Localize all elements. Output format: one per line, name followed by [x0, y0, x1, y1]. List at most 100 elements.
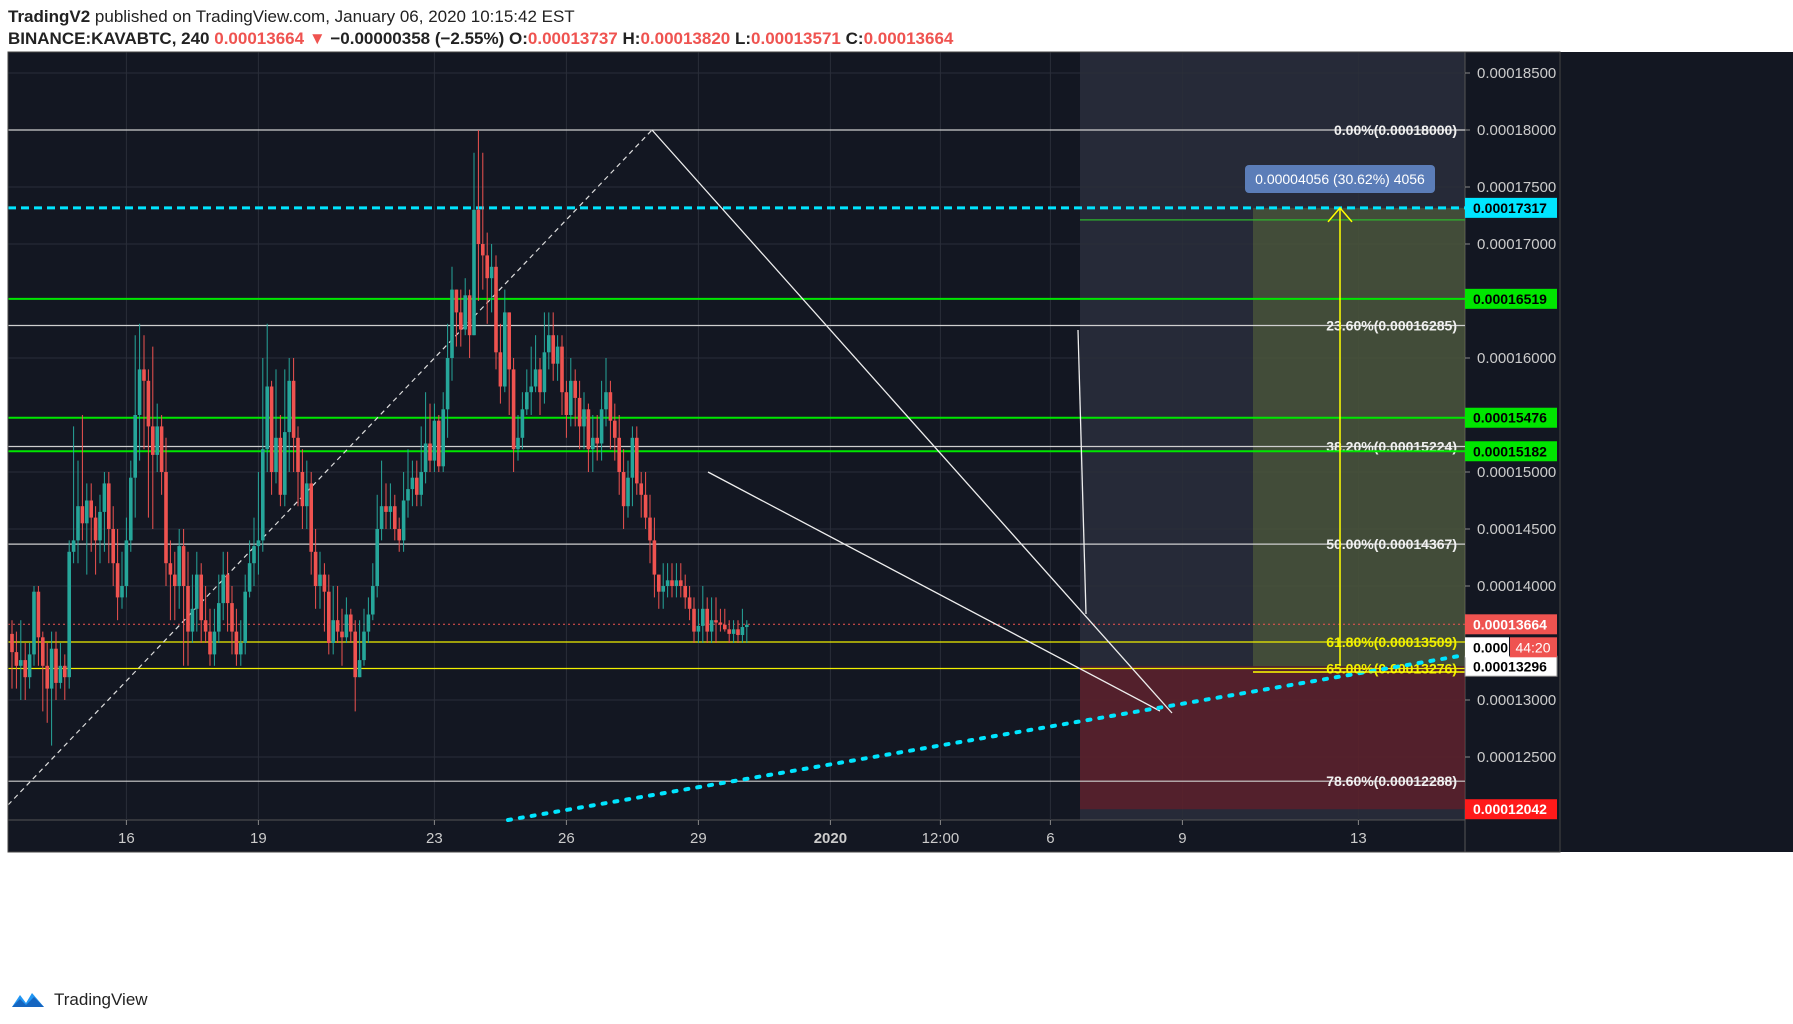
chart-header: TradingV2 published on TradingView.com, … — [8, 6, 1508, 50]
candle-body — [98, 511, 102, 541]
y-tick-label: 0.00013000 — [1477, 692, 1556, 709]
candle-body — [217, 603, 221, 632]
price-axis-level-box — [1465, 197, 1557, 218]
candle-body — [58, 665, 63, 683]
footer-brand[interactable]: TradingView — [54, 990, 148, 1009]
wedge-lower-line — [707, 471, 1161, 712]
candle-body — [639, 483, 643, 495]
last-price: 0.00013664 — [214, 29, 305, 48]
profit-zone — [1253, 207, 1465, 667]
tradingview-logo-icon[interactable] — [10, 989, 46, 1011]
candle-body — [507, 312, 511, 370]
candle-body — [85, 500, 89, 524]
y-tick-label: 0.00016000 — [1477, 350, 1556, 367]
candle-body — [80, 506, 85, 524]
price-change: −0.00000358 (−2.55%) — [330, 29, 505, 48]
partial-axis-box — [1465, 637, 1509, 658]
symbol-label[interactable]: BINANCE:KAVABTC, 240 — [8, 29, 210, 48]
publisher-name[interactable]: TradingV2 — [8, 7, 91, 26]
candle-body — [423, 443, 428, 472]
chart-frame — [7, 51, 1561, 853]
candle-body — [665, 580, 670, 586]
candle-body — [437, 420, 441, 467]
candle-body — [195, 574, 199, 609]
candle-body — [102, 483, 107, 512]
countdown-label: 44:20 — [1515, 639, 1550, 655]
candle-body — [221, 574, 225, 604]
candle-body — [366, 614, 371, 632]
candle-body — [335, 620, 340, 632]
down-arrow-icon: ▼ — [308, 29, 326, 48]
candle-body — [10, 633, 14, 653]
y-tick-label: 0.00018500 — [1477, 65, 1556, 82]
candle-body — [481, 244, 485, 256]
measure-arrow-head — [1327, 206, 1353, 223]
candle-body — [511, 369, 516, 450]
candle-body — [190, 608, 195, 632]
measure-label-box[interactable] — [1245, 165, 1435, 193]
candle-body — [551, 335, 555, 364]
countdown-box — [1510, 637, 1557, 658]
x-tick-label: 26 — [558, 830, 575, 847]
candle-body — [36, 591, 41, 638]
candle-body — [313, 551, 318, 586]
candle-body — [661, 586, 665, 592]
x-tick-label: 16 — [118, 830, 135, 847]
candle-body — [489, 266, 494, 279]
price-axis-level-box — [1465, 407, 1557, 428]
price-axis-level-label: 0.00013664 — [1473, 616, 1547, 632]
candle-body — [274, 437, 278, 472]
x-tick-label: 12:00 — [922, 830, 960, 847]
ohlc-line: BINANCE:KAVABTC, 240 0.00013664 ▼ −0.000… — [8, 28, 1508, 50]
x-tick-label: 9 — [1178, 830, 1186, 847]
candle-body — [613, 420, 617, 438]
candle-body — [309, 483, 313, 552]
x-tick-label: 23 — [426, 830, 443, 847]
candle-body — [76, 506, 80, 541]
close-value: 0.00013664 — [863, 29, 954, 48]
low-value: 0.00013571 — [751, 29, 841, 48]
candle-body — [27, 654, 32, 678]
x-tick-label: 13 — [1350, 830, 1367, 847]
candle-body — [463, 295, 467, 330]
candle-body — [93, 517, 98, 541]
candle-body — [415, 477, 419, 495]
candle-body — [340, 631, 344, 638]
y-tick-label: 0.00017500 — [1477, 179, 1556, 196]
candle-body — [318, 574, 322, 586]
candle-body — [327, 591, 331, 643]
candle-body — [353, 631, 357, 678]
candle-body — [124, 540, 129, 586]
y-tick-label: 0.00014000 — [1477, 578, 1556, 595]
candle-body — [485, 255, 489, 279]
price-axis-level-box — [1465, 288, 1557, 309]
fib-level-label: 50.00%(0.00014367) — [1326, 536, 1457, 552]
candle-body — [714, 620, 718, 623]
fib-level-label: 61.80%(0.00013509) — [1326, 634, 1457, 650]
candle-body — [159, 426, 164, 472]
partial-axis-label: 0.000 — [1473, 639, 1508, 655]
candle-body — [450, 289, 454, 358]
candle-body — [362, 631, 366, 661]
candle-body — [278, 437, 283, 495]
x-tick-label: 19 — [250, 830, 267, 847]
close-label: C: — [845, 29, 864, 48]
candle-body — [151, 426, 155, 455]
candle-body — [696, 625, 701, 632]
price-axis-level-label: 0.00016519 — [1473, 291, 1547, 307]
candle-body — [683, 586, 687, 598]
x-tick-label: 2020 — [814, 830, 847, 847]
candle-body — [177, 546, 181, 586]
candle-body — [137, 369, 142, 415]
candle-body — [283, 432, 287, 495]
candle-body — [111, 529, 115, 564]
measure-label-text: 0.00004056 (30.62%) 4056 — [1255, 171, 1425, 187]
candle-body — [467, 295, 472, 336]
candle-body — [23, 660, 27, 678]
candle-body — [674, 580, 679, 586]
x-tick-label: 29 — [690, 830, 707, 847]
open-label: O: — [509, 29, 528, 48]
price-axis-level-label: 0.00012042 — [1473, 801, 1547, 817]
candle-body — [379, 506, 384, 529]
